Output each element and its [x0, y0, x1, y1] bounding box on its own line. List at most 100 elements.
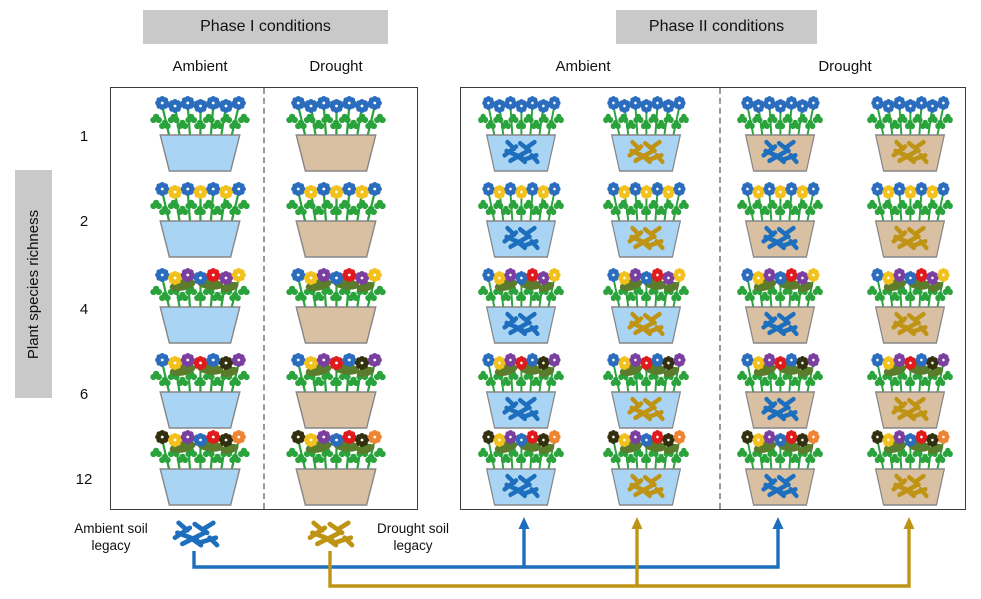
flower-icon: [785, 182, 798, 196]
flower-icon: [537, 433, 550, 447]
pot-phase1-richness4-ambient: [150, 268, 250, 344]
flower-icon: [526, 182, 539, 196]
pot-phase2-richness1-ambient-droughtLegacy: [603, 96, 689, 172]
phase1-ambient-header: Ambient: [172, 58, 228, 75]
flower-icon: [206, 353, 221, 367]
pot-phase2-richness1-drought-droughtLegacy: [867, 96, 953, 172]
flower-icon: [537, 271, 550, 285]
soil-legacy-roots-icon: [502, 473, 540, 499]
soil-legacy-roots-icon: [502, 396, 540, 422]
flower-icon: [526, 96, 539, 110]
flower-icon: [640, 356, 653, 370]
flower-icon: [607, 430, 620, 444]
flower-icon: [218, 433, 234, 447]
soil-legacy-roots-icon: [891, 139, 929, 165]
flower-icon: [741, 268, 754, 282]
flower-icon: [548, 182, 561, 196]
soil-legacy-roots-icon: [502, 139, 540, 165]
flower-icon: [180, 96, 195, 110]
flower-icon: [807, 96, 820, 110]
richness-label-12: 12: [75, 471, 93, 488]
drought-soil-legacy-label: Drought soil legacy: [376, 521, 450, 553]
flower-icon: [807, 430, 820, 444]
soil-legacy-roots-icon: [761, 139, 799, 165]
flower-icon: [206, 182, 221, 196]
flower-icon: [367, 430, 382, 444]
richness-label-1: 1: [79, 128, 89, 145]
flower-icon: [673, 430, 686, 444]
soil-legacy-roots-icon: [627, 311, 665, 337]
flower-icon: [607, 268, 620, 282]
soil-legacy-roots-icon: [891, 225, 929, 251]
flower-icon: [316, 353, 331, 367]
pot-phase1-richness1-drought: [286, 96, 386, 172]
flower-icon: [548, 430, 561, 444]
flower-icon: [526, 430, 539, 444]
pot-phase2-richness12-ambient-droughtLegacy: [603, 430, 689, 506]
soil-legacy-roots-icon: [891, 311, 929, 337]
flower-icon: [367, 96, 382, 110]
soil-legacy-roots-icon: [502, 225, 540, 251]
richness-label-6: 6: [79, 386, 89, 403]
flower-icon: [904, 185, 917, 199]
flower-icon: [231, 96, 246, 110]
flower-icon: [367, 268, 382, 282]
flower-icon: [155, 430, 170, 444]
flower-icon: [618, 433, 631, 447]
flower-icon: [218, 356, 234, 370]
phase1-title: Phase I conditions: [143, 10, 388, 44]
ambient-soil-legacy-icon: [172, 520, 220, 548]
flower-icon: [193, 271, 208, 285]
soil-legacy-roots-icon: [761, 473, 799, 499]
flower-icon: [193, 356, 208, 370]
flower-icon: [904, 433, 917, 447]
flower-icon: [329, 99, 344, 113]
flower-icon: [651, 353, 664, 367]
flower-icon: [640, 433, 653, 447]
flower-icon: [526, 268, 539, 282]
flower-icon: [342, 182, 357, 196]
flower-icon: [167, 99, 183, 113]
flower-icon: [548, 96, 561, 110]
flower-icon: [629, 182, 642, 196]
flower-icon: [504, 268, 517, 282]
flower-icon: [893, 353, 906, 367]
y-axis-label: Plant species richness: [25, 209, 42, 359]
flower-icon: [796, 185, 809, 199]
flower-icon: [785, 353, 798, 367]
flower-icon: [342, 353, 357, 367]
flower-icon: [329, 356, 344, 370]
soil-legacy-roots-icon: [761, 396, 799, 422]
flower-icon: [354, 356, 370, 370]
flower-icon: [482, 430, 495, 444]
flower-icon: [926, 185, 939, 199]
flower-icon: [231, 268, 246, 282]
flower-icon: [618, 271, 631, 285]
pot-phase2-richness6-ambient-droughtLegacy: [603, 353, 689, 429]
flower-icon: [673, 268, 686, 282]
flower-icon: [354, 185, 370, 199]
flower-icon: [515, 271, 528, 285]
flower-icon: [662, 271, 675, 285]
flower-icon: [493, 185, 506, 199]
flower-icon: [640, 185, 653, 199]
flower-icon: [537, 99, 550, 113]
flower-icon: [206, 430, 221, 444]
flower-icon: [515, 356, 528, 370]
flower-icon: [548, 268, 561, 282]
flower-icon: [629, 353, 642, 367]
flower-icon: [354, 433, 370, 447]
pot-phase2-richness2-ambient-droughtLegacy: [603, 182, 689, 258]
flower-icon: [504, 353, 517, 367]
flower-icon: [893, 268, 906, 282]
flower-icon: [629, 430, 642, 444]
flower-icon: [882, 185, 895, 199]
flower-icon: [482, 353, 495, 367]
flower-icon: [342, 268, 357, 282]
soil-legacy-roots-icon: [307, 520, 355, 548]
pot-phase2-richness6-drought-droughtLegacy: [867, 353, 953, 429]
flower-icon: [618, 99, 631, 113]
flower-icon: [752, 185, 765, 199]
flower-icon: [785, 268, 798, 282]
flower-icon: [493, 99, 506, 113]
